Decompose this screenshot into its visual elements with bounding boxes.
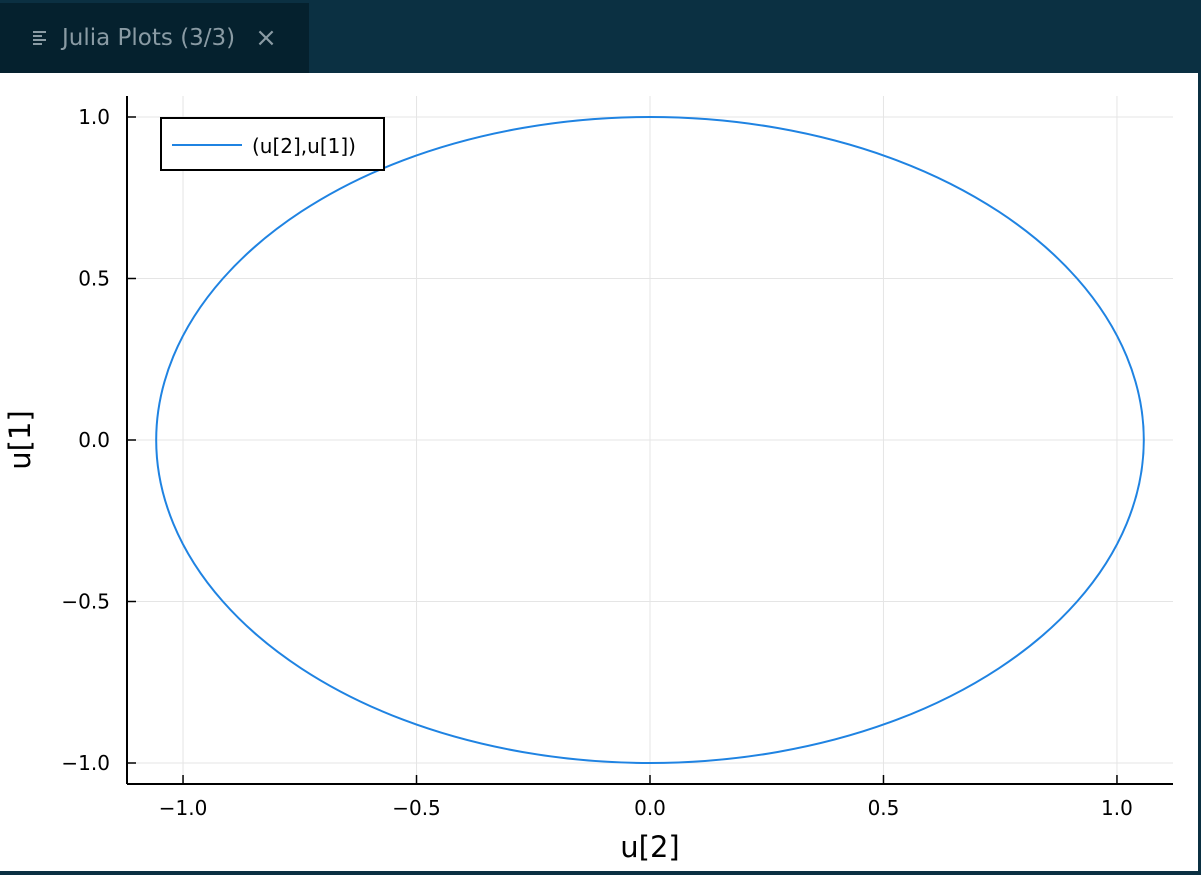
y-tick-label: 0.0: [78, 428, 110, 452]
series-layer: [155, 116, 1145, 765]
x-axis-label: u[2]: [620, 830, 679, 864]
x-tick-label: −0.5: [392, 796, 441, 820]
x-tick-label: 0.5: [868, 796, 900, 820]
window-edge-right: [1198, 73, 1201, 874]
tick-labels: −1.0 −0.5 0.0 0.5 1.0 −1.0 −0.5 0.0 0.5 1.0: [61, 105, 1132, 820]
tab-title: Julia Plots (3/3): [62, 25, 236, 51]
menu-lines-icon: [33, 31, 46, 45]
legend-label: (u[2],u[1]): [252, 134, 356, 158]
y-tick-label: −1.0: [61, 751, 110, 775]
tab-bar: Julia Plots (3/3) ×: [0, 0, 1201, 73]
x-tick-label: −1.0: [159, 796, 208, 820]
legend: (u[2],u[1]): [160, 117, 385, 171]
x-tick-label: 1.0: [1101, 796, 1133, 820]
y-tick-label: −0.5: [61, 590, 110, 614]
close-icon[interactable]: ×: [255, 23, 277, 53]
tab-julia-plots[interactable]: Julia Plots (3/3) ×: [0, 3, 309, 73]
plot-pane: −1.0 −0.5 0.0 0.5 1.0 −1.0 −0.5 0.0 0.5 1.0 (u[2]…: [0, 73, 1198, 871]
chart: −1.0 −0.5 0.0 0.5 1.0 −1.0 −0.5 0.0 0.5 1.0 (u[2]…: [3, 96, 1173, 864]
window-edge-bottom: [0, 871, 1201, 874]
y-tick-label: 1.0: [78, 105, 110, 129]
series-line: [155, 116, 1145, 765]
y-tick-label: 0.5: [78, 266, 110, 290]
y-axis-label: u[1]: [3, 410, 37, 469]
x-tick-label: 0.0: [634, 796, 666, 820]
axes: [126, 96, 1173, 785]
grid-lines: [127, 96, 1173, 784]
